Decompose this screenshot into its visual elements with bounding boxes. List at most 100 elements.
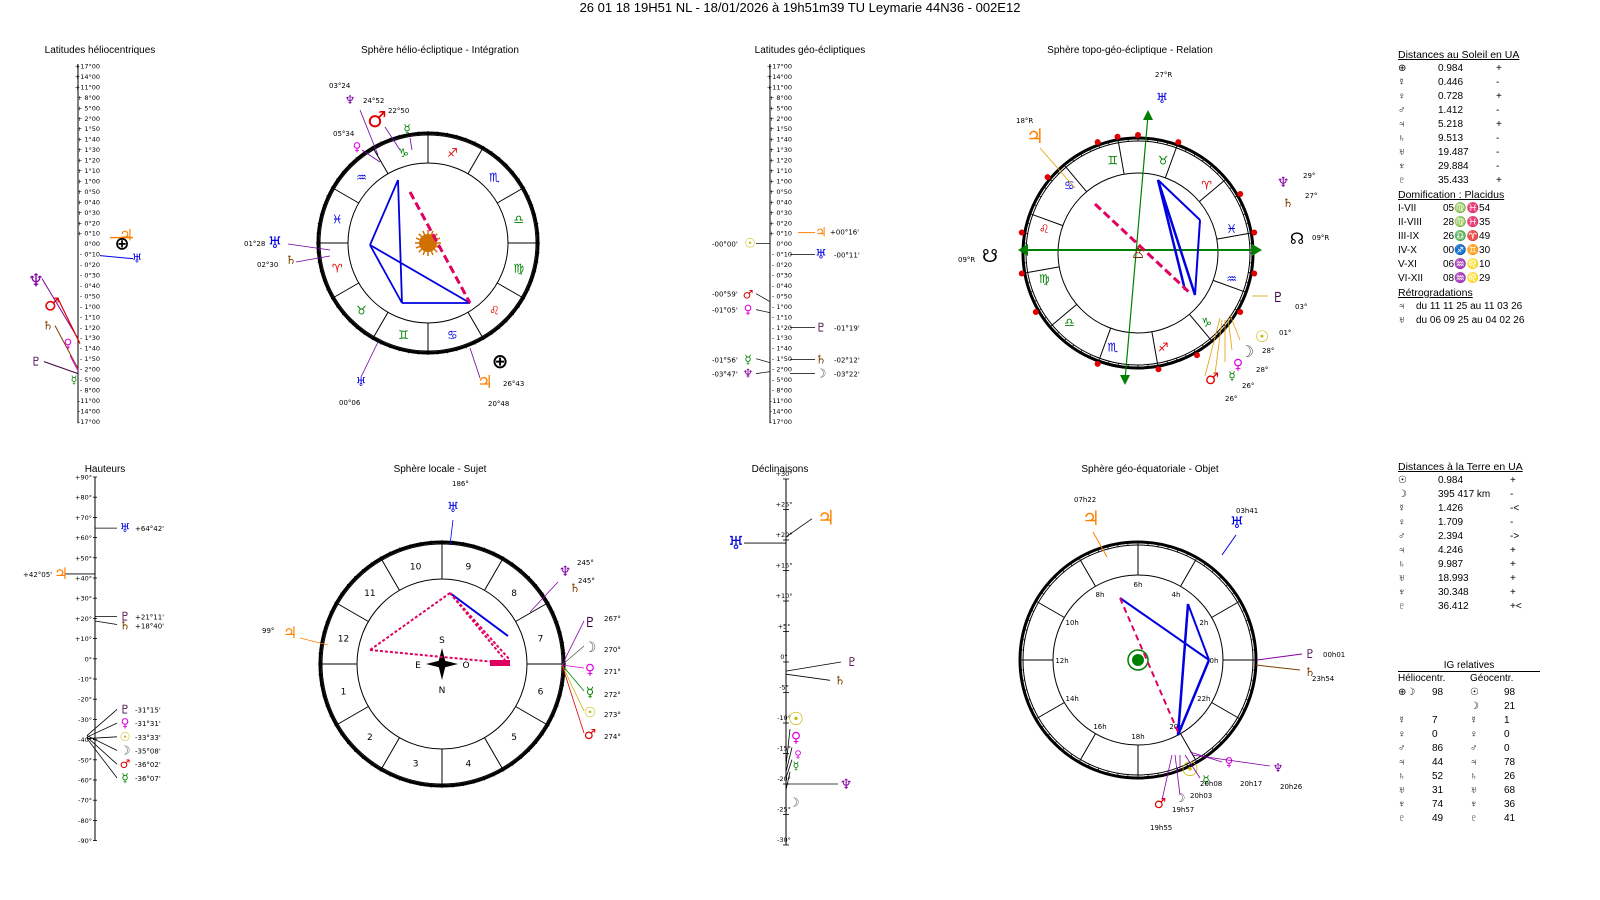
helio-lat-tick-label: + 8°00: [77, 94, 100, 102]
wheel-tick: [1020, 638, 1025, 641]
equat-saturn-label: 23h54: [1312, 675, 1335, 683]
wheel-tick: [354, 748, 358, 752]
wheel-tick: [1242, 708, 1247, 711]
d-line: [785, 673, 831, 681]
planet-icon: ♃: [1398, 545, 1406, 556]
helio-venus-label: 05°34: [333, 130, 355, 138]
wheel-tick: [336, 304, 340, 308]
wheel-tick: [1223, 178, 1228, 182]
wheel-sector-divider: [515, 706, 547, 725]
planet-icon: ♇: [1398, 601, 1406, 612]
equat-uranus-label: 03h41: [1236, 507, 1258, 515]
wheel-tick: [1025, 281, 1030, 284]
distance-trend: +: [1510, 545, 1516, 556]
wheel-tick: [525, 195, 530, 198]
ig-helio-value: 86: [1432, 743, 1444, 754]
wheel-tick: [481, 145, 485, 150]
wheel-tick: [1032, 203, 1037, 207]
wheel-tick: [464, 137, 467, 142]
wheel-tick: [540, 732, 544, 736]
heights-mars-icon: ♂: [120, 757, 131, 771]
domification-title: Domification : Placidus: [1398, 189, 1505, 201]
wheel-tick: [526, 576, 530, 580]
table-row: ☉ 0.984 +: [1398, 474, 1588, 488]
wheel-tick: [409, 779, 412, 784]
hour-label: 14h: [1066, 695, 1079, 703]
topo-moon-icon: ☽: [1240, 342, 1254, 361]
distance-value: 1.412: [1438, 105, 1464, 116]
zodiac-sign-icon: ♓: [332, 213, 343, 227]
table-row: ♂ 1.412 -: [1398, 104, 1588, 118]
heights-mercury-label: -36°07': [135, 775, 161, 783]
zodiac-sign-icon: ♓: [1226, 222, 1237, 236]
planet-icon: ☽: [1470, 701, 1479, 712]
cusp-dot: [1114, 133, 1121, 140]
zodiac-sign-icon: ♏: [1108, 341, 1119, 355]
wheel-tick: [1061, 568, 1065, 573]
distance-trend: +: [1496, 119, 1502, 130]
wheel-tick: [1029, 609, 1034, 612]
wheel-sector-divider: [1080, 733, 1096, 760]
aspect-line: [1156, 179, 1187, 291]
helio-neptune-icon: ♆: [345, 93, 356, 107]
wheel-tick: [1063, 163, 1067, 168]
wheel-tick: [492, 772, 495, 777]
topo-sun-label: 01°: [1279, 329, 1291, 337]
wheel-tick: [1107, 140, 1110, 145]
house-pair-label: III-IX: [1398, 231, 1420, 242]
helio-lat-mercury-icon: ☿: [71, 374, 78, 387]
helio-venus-line: [69, 355, 79, 371]
decl-tick-label: -10°: [777, 714, 791, 722]
heights-uranus-label: +64°42': [135, 525, 164, 533]
wheel-tick: [398, 347, 401, 352]
compass-east-label: E: [415, 661, 421, 671]
table-row: II-VIII 28♍♓35: [1398, 216, 1588, 230]
distance-trend: +: [1496, 91, 1502, 102]
local-mercury-icon: ☿: [586, 685, 595, 701]
wheel-tick: [1251, 638, 1256, 641]
planet-icon: ♆: [1398, 799, 1406, 810]
helio-lat-tick-label: -17°00: [78, 418, 100, 426]
planet-pointer-line: [1039, 147, 1076, 189]
equat-pluto-label: 00h01: [1323, 651, 1345, 659]
house-number-label: 9: [466, 562, 472, 572]
table-row: III-IX 26♎♈49: [1398, 230, 1588, 244]
cusp-dot: [1237, 309, 1244, 315]
aspect-line: [1187, 603, 1210, 661]
wheel-sector-divider: [484, 737, 503, 769]
planet-icon: ♂: [1398, 105, 1406, 116]
geo-lat-tick-label: + 8°00: [769, 94, 792, 102]
equat-mars-label: 19h57: [1172, 806, 1194, 814]
wheel-tick: [319, 270, 324, 273]
wheel-tick: [1071, 157, 1075, 162]
wheel-tick: [518, 568, 523, 573]
hour-label: 4h: [1172, 591, 1181, 599]
wheel-sector-divider: [1080, 560, 1096, 587]
helio-lat-tick-label: - 1°10: [80, 313, 100, 321]
compass-south-label: S: [439, 636, 445, 646]
h-line: [86, 735, 118, 751]
wheel-tick: [1055, 170, 1060, 175]
ic-arrow-icon: [1120, 375, 1130, 385]
wheel-tick: [550, 714, 555, 717]
helio-lat-tick-label: - 1°40: [80, 345, 100, 353]
opposition-line: [449, 592, 506, 661]
helio-mars-line: [57, 298, 81, 344]
cusp-dot: [1135, 132, 1141, 138]
wheel-tick: [1048, 324, 1053, 328]
hour-label: 2h: [1199, 619, 1208, 627]
heights-tick-label: -90°: [78, 837, 92, 845]
wheel-tick: [1087, 551, 1090, 556]
helio-uranus-bottom-label: 00°06: [339, 399, 361, 407]
house-pair-label: VI-XII: [1398, 273, 1424, 284]
wheel-tick: [380, 340, 383, 345]
wheel-tick: [1088, 354, 1092, 359]
planet-icon: ☿: [1398, 503, 1406, 514]
wheel-tick: [361, 755, 366, 760]
wheel-tick: [1037, 194, 1042, 198]
helio-lat-mars-icon: ♂: [44, 295, 60, 316]
topo-sphere-wheel: ♊ ♉ ♈ ♓ ♒ ♑ ♐ ♏ ♎ ♍ ♌ ♋ ♙ ♅ 27°R ♃18°R ♆ 29° ♄ 27° ☊ 09°R ☋ 09°…: [958, 71, 1329, 403]
wheel-tick: [473, 340, 476, 345]
decl-tick-label: -25°: [777, 806, 791, 814]
geo-lat-tick-label: +17°00: [767, 63, 792, 71]
